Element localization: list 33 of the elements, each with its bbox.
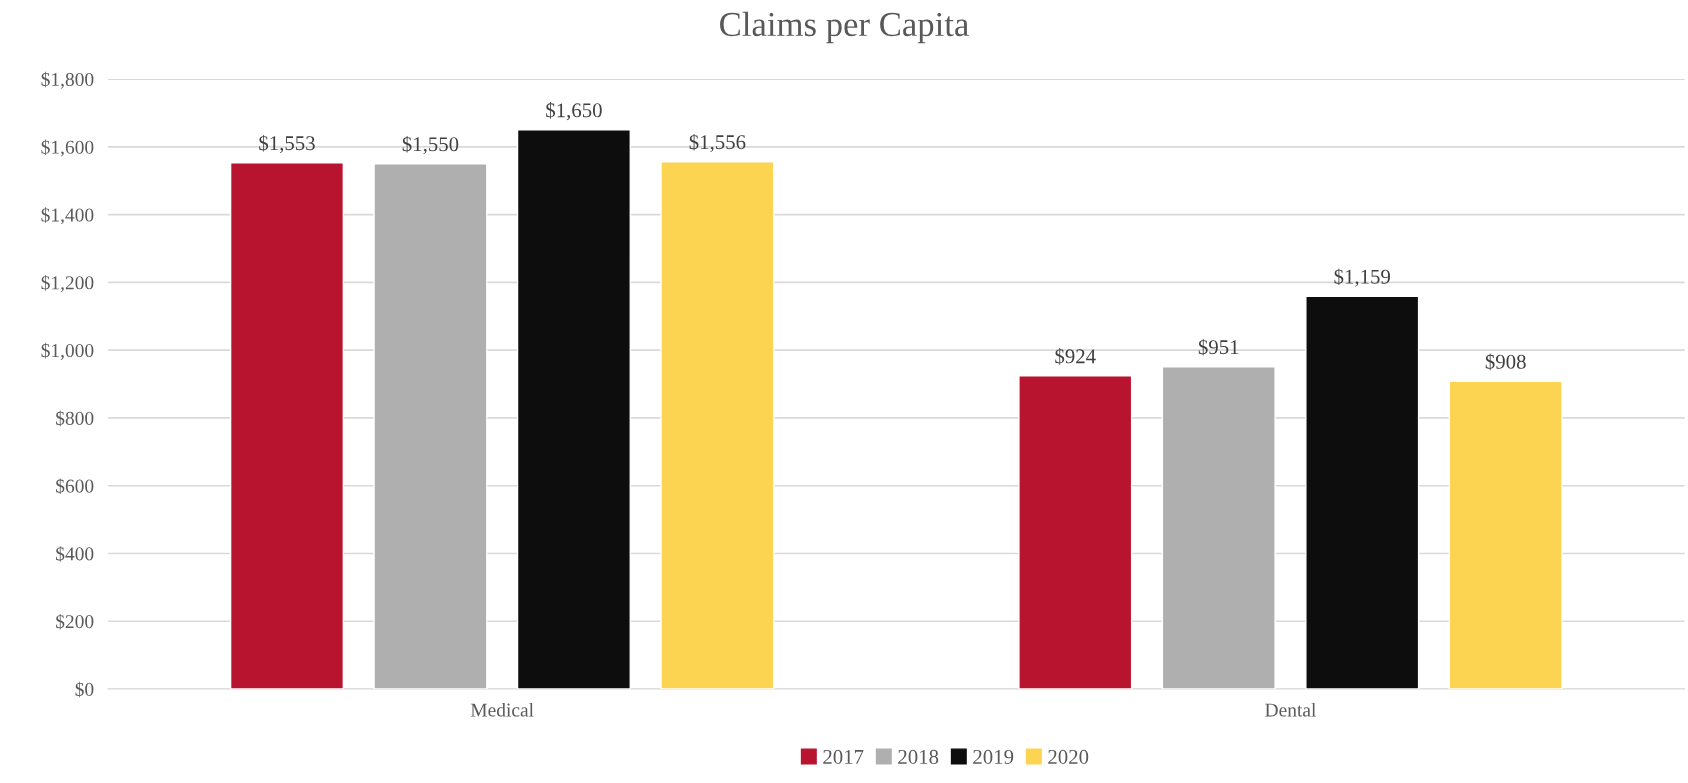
chart-title: Claims per Capita [720,11,969,44]
legend-label: 2017 [823,749,864,764]
x-tick-label: Dental [1265,702,1316,717]
bar [516,129,631,690]
data-label: $1,650 [546,102,602,121]
y-tick-label: $1,400 [41,207,94,225]
data-label: $1,550 [402,135,459,155]
legend-label: 2019 [973,749,1014,764]
y-tick-label: $800 [56,410,94,427]
data-label: $951 [1198,338,1239,356]
y-tick-label: $600 [56,478,94,494]
bar [1161,366,1276,690]
data-label: $1,553 [259,134,315,154]
y-tick-label: $0 [75,681,94,698]
bar [373,163,488,690]
data-label: $924 [1055,348,1096,365]
legend-label: 2020 [1048,749,1089,764]
bar [229,162,345,690]
y-tick-label: $1,200 [41,275,94,293]
bar [1448,380,1563,690]
bar [1305,295,1420,690]
data-label: $1,159 [1334,268,1390,287]
y-tick-label: $1,800 [41,71,94,89]
legend-label: 2018 [898,749,939,764]
bar [1018,375,1133,690]
y-tick-label: $1,000 [41,342,94,360]
data-label: $908 [1485,353,1526,371]
data-label: $1,556 [689,133,746,153]
y-tick-label: $1,600 [41,139,94,157]
x-tick-label: Medical [470,702,534,717]
y-tick-label: $400 [56,546,94,562]
bar [660,161,775,690]
y-tick-label: $200 [56,613,94,630]
